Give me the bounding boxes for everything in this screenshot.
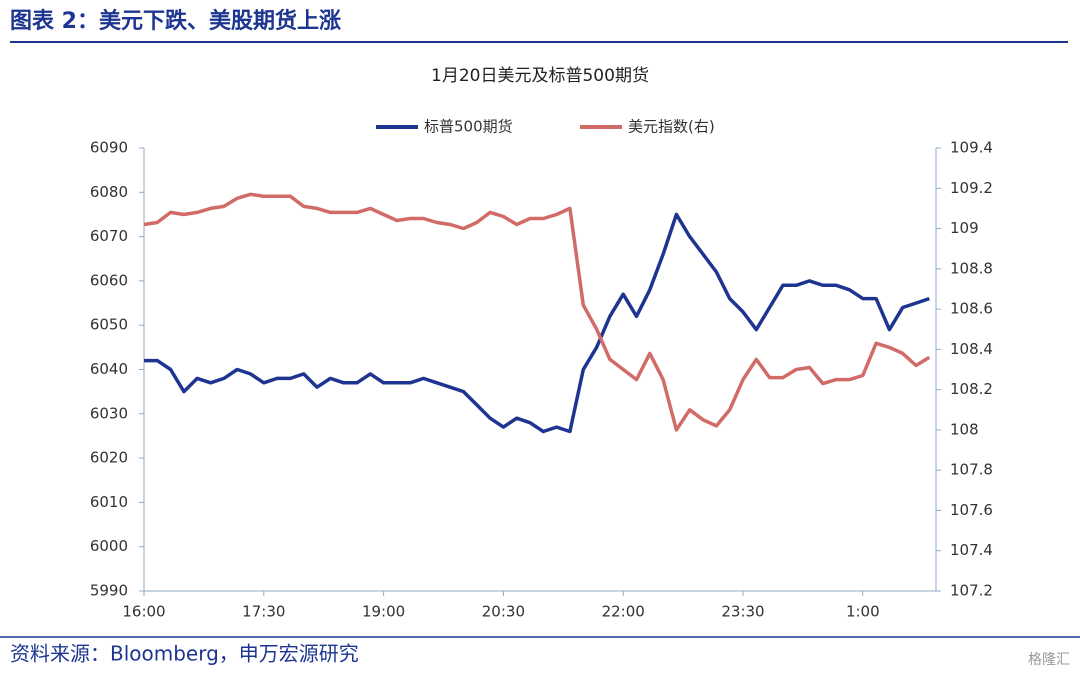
y-tick-label: 6080 (90, 183, 128, 201)
y-tick-label: 6090 (90, 139, 128, 157)
x-tick-label: 23:30 (721, 603, 764, 621)
y2-tick-label: 108 (950, 420, 979, 438)
y-tick-label: 5990 (90, 582, 128, 600)
y2-tick-label: 108.4 (950, 340, 993, 358)
legend-label: 标普500期货 (424, 118, 513, 136)
y-tick-label: 6070 (90, 227, 128, 245)
y2-tick-label: 108.8 (950, 259, 993, 277)
legend-label: 美元指数(右) (628, 118, 715, 136)
y2-tick-label: 109.4 (950, 139, 993, 157)
source: 资料来源：Bloomberg，申万宏源研究 (10, 642, 359, 666)
y-tick-label: 6030 (90, 404, 128, 422)
y2-tick-label: 108.2 (950, 380, 993, 398)
y-tick-label: 6020 (90, 449, 128, 467)
header-title: 图表 2：美元下跌、美股期货上涨 (10, 8, 341, 34)
y2-tick-label: 108.6 (950, 300, 993, 318)
y-tick-label: 6010 (90, 493, 128, 511)
y2-tick-label: 109.2 (950, 179, 993, 197)
series-line (143, 192, 931, 432)
x-tick-label: 19:00 (362, 603, 405, 621)
chart-title: 1月20日美元及标普500期货 (431, 66, 649, 86)
x-tick-label: 1:00 (846, 603, 880, 621)
y2-tick-label: 107.8 (950, 461, 993, 479)
y-tick-label: 6050 (90, 316, 128, 334)
watermark: 格隆汇 (1028, 652, 1070, 668)
x-tick-label: 17:30 (242, 603, 285, 621)
y2-tick-label: 107.4 (950, 541, 993, 559)
series-line (144, 212, 930, 434)
x-tick-label: 16:00 (122, 603, 165, 621)
y-tick-label: 6040 (90, 360, 128, 378)
y-tick-label: 6000 (90, 537, 128, 555)
x-tick-label: 22:00 (602, 603, 645, 621)
x-tick-label: 20:30 (482, 603, 525, 621)
y-tick-label: 6060 (90, 271, 128, 289)
y2-tick-label: 107.6 (950, 501, 993, 519)
y2-tick-label: 107.2 (950, 582, 993, 600)
y2-tick-label: 109 (950, 219, 979, 237)
